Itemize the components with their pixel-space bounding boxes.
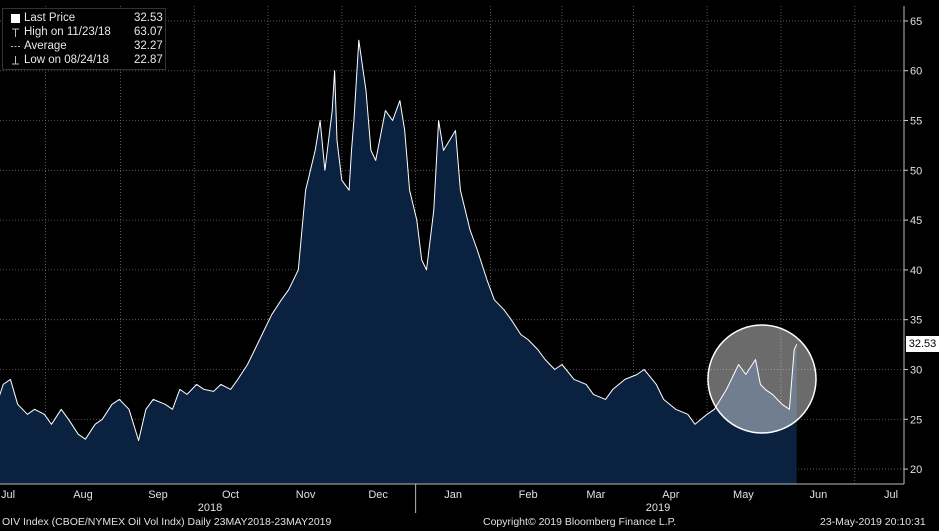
x-tick-label: Nov — [296, 489, 316, 501]
y-tick-label: 60 — [910, 66, 922, 78]
footer-timestamp: 23-May-2019 20:10:31 — [820, 516, 926, 528]
y-tick-label: 65 — [910, 16, 922, 28]
highlight-circle — [707, 324, 817, 434]
high-marker-icon — [12, 28, 19, 37]
legend-row-low: Low on 08/24/18 22.87 — [3, 53, 165, 67]
last-price-swatch-icon — [11, 14, 20, 23]
price-line — [0, 39, 798, 441]
legend-value-low: 22.87 — [134, 54, 163, 66]
x-tick-label: Dec — [368, 489, 388, 501]
last-price-tag: 32.53 — [906, 336, 939, 352]
x-tick-label: Jul — [884, 489, 898, 501]
x-tick-label: Jul — [1, 489, 15, 501]
x-tick-label: Feb — [519, 489, 538, 501]
price-area — [0, 39, 798, 484]
legend-label-low: Low on 08/24/18 — [24, 54, 110, 66]
year-label: 2018 — [198, 502, 222, 514]
low-marker-icon — [12, 56, 19, 65]
y-tick-label: 25 — [910, 414, 922, 426]
legend-label-last-price: Last Price — [24, 12, 76, 24]
legend-label-high: High on 11/23/18 — [24, 26, 111, 38]
footer-copyright: Copyright© 2019 Bloomberg Finance L.P. — [483, 516, 677, 528]
y-tick-label: 40 — [910, 265, 922, 277]
x-tick-label: Aug — [73, 489, 93, 501]
x-tick-label: Jan — [444, 489, 462, 501]
price-area-fill — [0, 40, 797, 484]
x-tick-label: Sep — [148, 489, 168, 501]
legend-value-high: 63.07 — [134, 26, 163, 38]
year-label: 2019 — [646, 502, 670, 514]
axes: 20 25 30 35 40 45 50 55 60 65 Jul Aug Sep Oct Nov Dec Ja… — [0, 6, 922, 514]
y-tick-label: 50 — [910, 165, 922, 177]
y-tick-label: 55 — [910, 116, 922, 128]
x-tick-label: Apr — [662, 489, 679, 501]
x-tick-label: Jun — [810, 489, 828, 501]
legend-row-high: High on 11/23/18 63.07 — [3, 25, 165, 39]
legend-row-average: Average 32.27 — [3, 39, 165, 53]
legend-value-last-price: 32.53 — [134, 12, 163, 24]
y-tick-label: 35 — [910, 315, 922, 327]
legend-value-average: 32.27 — [134, 40, 163, 52]
legend-box: Last Price 32.53 High on 11/23/18 63.07 … — [2, 8, 166, 70]
x-tick-label: Oct — [222, 489, 239, 501]
x-tick-label: May — [733, 489, 754, 501]
x-tick-label: Mar — [586, 489, 605, 501]
footer-security: OIV Index (CBOE/NYMEX Oil Vol Indx) Dail… — [2, 516, 332, 528]
legend-row-last-price: Last Price 32.53 — [3, 11, 165, 25]
legend-label-average: Average — [24, 40, 67, 52]
highlight-circle-layer — [707, 324, 817, 434]
y-tick-label: 20 — [910, 464, 922, 476]
y-tick-label: 30 — [910, 364, 922, 376]
y-tick-label: 45 — [910, 215, 922, 227]
average-marker-icon — [11, 46, 20, 47]
